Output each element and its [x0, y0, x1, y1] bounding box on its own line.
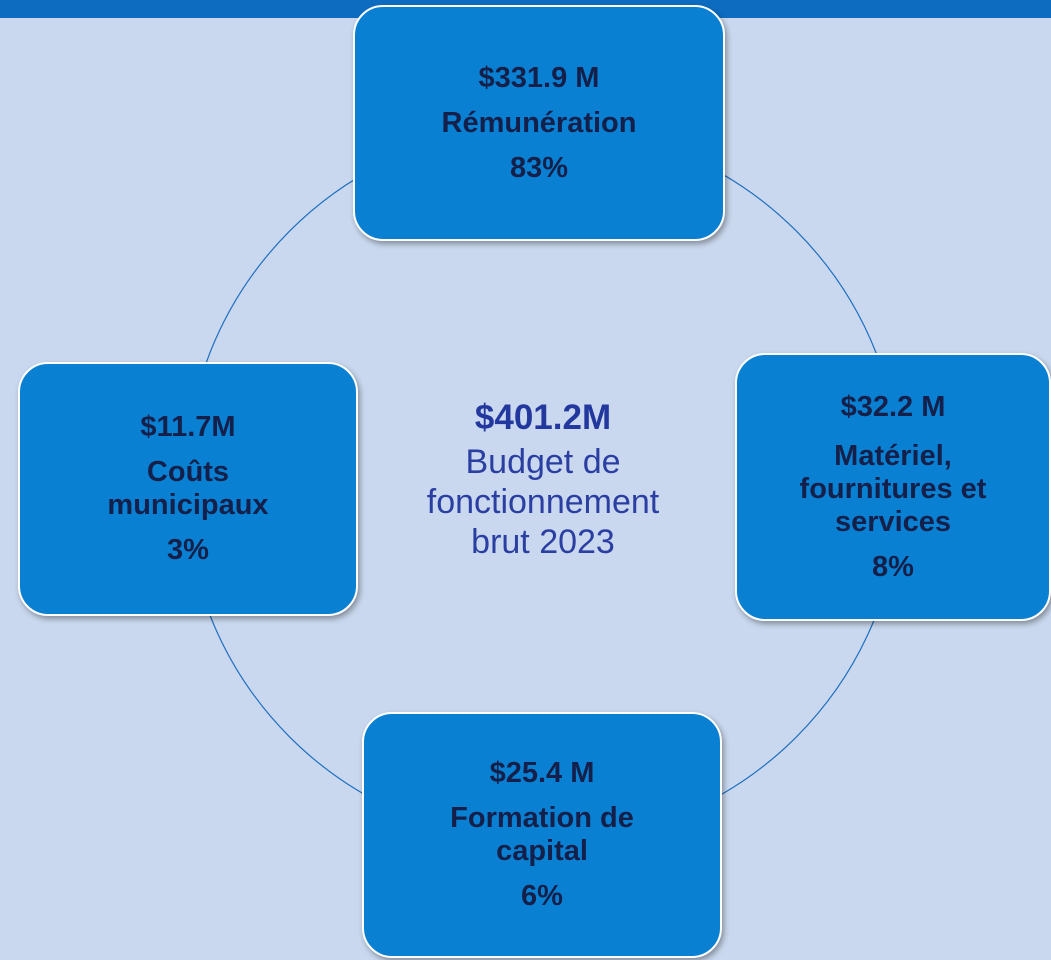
- node-amount: $331.9 M: [478, 61, 600, 94]
- node-label: capital: [496, 835, 588, 867]
- node-amount: $11.7M: [140, 411, 236, 443]
- node: $331.9 M Rémunération 83%: [353, 5, 725, 241]
- node-percent: 3%: [167, 534, 209, 566]
- node: $11.7M Coûts municipaux 3%: [18, 362, 358, 616]
- node-percent: 83%: [509, 151, 569, 184]
- node-percent: 6%: [521, 880, 563, 912]
- node-label: services: [834, 505, 952, 538]
- center-line: fonctionnement: [426, 483, 660, 521]
- node-label: Rémunération: [441, 106, 637, 139]
- node-label: Formation de: [450, 802, 634, 834]
- node: $32.2 M Matériel, fournitures et service…: [735, 353, 1051, 621]
- center-label: $401.2M Budget de fonctionnement brut 20…: [360, 360, 726, 600]
- center-line: Budget de: [465, 443, 621, 481]
- node-label: municipaux: [107, 489, 269, 521]
- total-amount: $401.2M: [474, 398, 612, 437]
- node-amount: $25.4 M: [489, 757, 595, 789]
- node-label: fournitures et: [799, 472, 987, 505]
- node-percent: 8%: [872, 550, 914, 583]
- node-amount: $32.2 M: [840, 390, 946, 423]
- node: $25.4 M Formation de capital 6%: [362, 712, 722, 958]
- node-label: Matériel,: [834, 439, 952, 472]
- center-line: brut 2023: [471, 523, 615, 561]
- node-label: Coûts: [146, 456, 230, 488]
